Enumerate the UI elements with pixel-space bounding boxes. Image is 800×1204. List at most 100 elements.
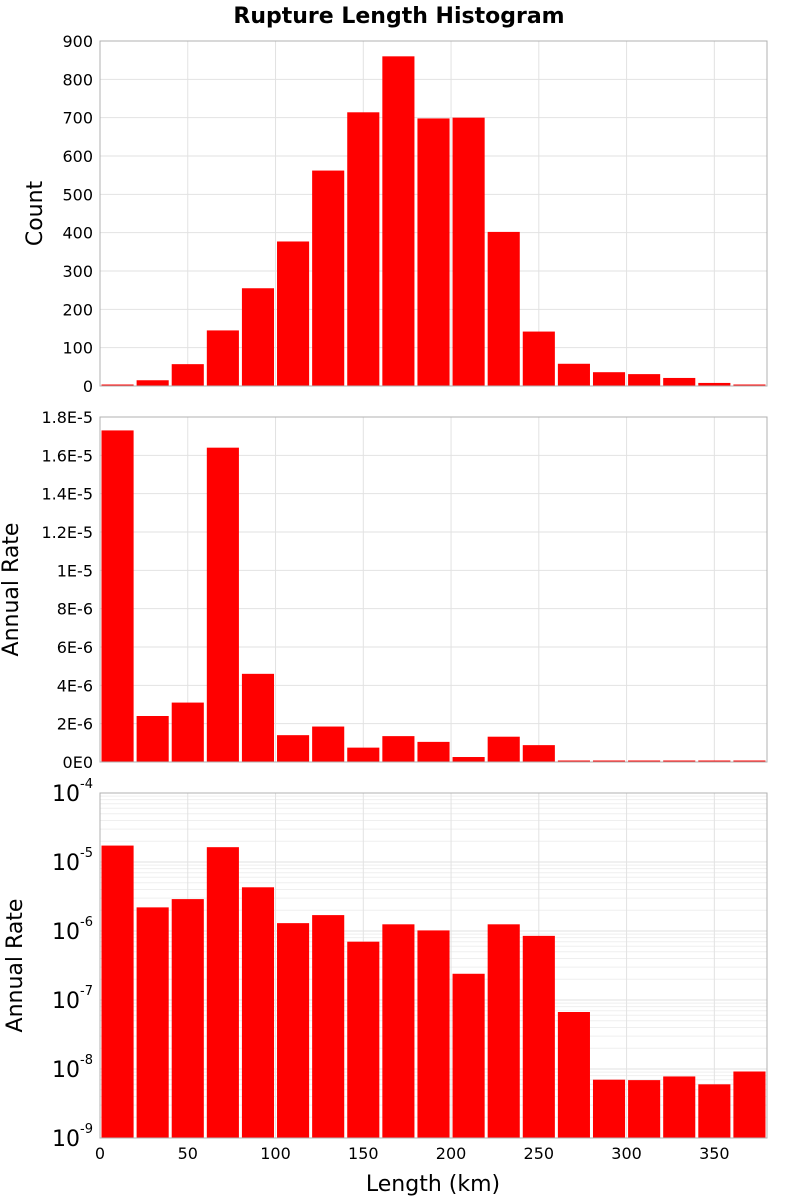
bar bbox=[347, 112, 380, 387]
bar bbox=[171, 364, 204, 386]
y-tick-label: 800 bbox=[62, 70, 93, 89]
y-tick-label: 700 bbox=[62, 109, 93, 128]
chart-title: Rupture Length Histogram bbox=[233, 4, 564, 29]
y-tick-label: 0 bbox=[83, 377, 93, 396]
bar bbox=[592, 760, 626, 762]
bar bbox=[487, 736, 520, 762]
y-tick-base: 10 bbox=[52, 989, 80, 1014]
bar bbox=[663, 1076, 696, 1138]
y-axis-label: Annual Rate bbox=[0, 523, 24, 657]
bar bbox=[241, 673, 275, 762]
y-tick-label: 1.8E-5 bbox=[41, 408, 93, 427]
bar bbox=[136, 907, 169, 1138]
bar bbox=[698, 382, 731, 386]
bar bbox=[592, 1079, 626, 1138]
x-tick-label: 200 bbox=[436, 1144, 467, 1163]
panel-2: 0E0 2E-6 4E-6 6E-6 8E-6 1E-5 1.2E-5 1.4E-5 1.6E-… bbox=[0, 408, 768, 772]
bar bbox=[557, 1012, 590, 1138]
y-tick-label: 8E-6 bbox=[57, 600, 93, 619]
bar bbox=[487, 231, 520, 386]
y-tick-label: 6E-6 bbox=[57, 638, 93, 657]
bar bbox=[487, 924, 520, 1138]
y-tick-label: 10-8 bbox=[52, 1053, 93, 1083]
bar bbox=[206, 330, 239, 386]
bar bbox=[522, 331, 555, 386]
y-tick-label: 1.2E-5 bbox=[41, 523, 93, 542]
x-tick-label: 350 bbox=[699, 1144, 730, 1163]
y-tick-label: 1E-5 bbox=[57, 561, 93, 580]
y-tick-label: 300 bbox=[62, 262, 93, 281]
bar bbox=[101, 845, 134, 1138]
y-tick-label: 600 bbox=[62, 147, 93, 166]
bar bbox=[628, 1080, 661, 1138]
y-tick-label: 10-5 bbox=[52, 846, 93, 876]
x-tick-label: 250 bbox=[524, 1144, 555, 1163]
bar bbox=[417, 118, 450, 386]
bar bbox=[347, 941, 380, 1138]
bar bbox=[312, 915, 345, 1138]
y-tick-label: 10-4 bbox=[52, 777, 93, 807]
x-tick-label: 0 bbox=[95, 1144, 105, 1163]
bar bbox=[277, 241, 310, 386]
y-tick-label: 10-6 bbox=[52, 915, 93, 945]
bar bbox=[452, 117, 485, 387]
y-tick-label: 400 bbox=[62, 224, 93, 243]
y-tick-label: 10-7 bbox=[52, 984, 93, 1014]
y-tick-label: 10-9 bbox=[52, 1122, 93, 1152]
y-tick-label: 1.4E-5 bbox=[41, 485, 93, 504]
bar bbox=[698, 760, 731, 762]
bar bbox=[382, 736, 415, 762]
x-tick-label: 100 bbox=[260, 1144, 291, 1163]
bar bbox=[241, 887, 275, 1138]
y-axis-label: Annual Rate bbox=[3, 899, 28, 1033]
bar bbox=[136, 716, 169, 762]
panel-1: 0 100 200 300 400 500 600 700 800 900 Count bbox=[23, 32, 768, 396]
bar bbox=[522, 935, 555, 1138]
bar bbox=[452, 973, 485, 1138]
y-tick-base: 10 bbox=[52, 782, 80, 807]
bar bbox=[277, 735, 310, 762]
bar bbox=[663, 760, 696, 762]
y-tick-exponent: -7 bbox=[80, 984, 93, 999]
bar bbox=[312, 170, 345, 386]
y-tick-base: 10 bbox=[52, 920, 80, 945]
bar bbox=[698, 1084, 731, 1138]
bar bbox=[592, 372, 626, 386]
y-tick-base: 10 bbox=[52, 1127, 80, 1152]
bar bbox=[522, 745, 555, 762]
x-tick-label: 150 bbox=[348, 1144, 379, 1163]
bar bbox=[206, 847, 239, 1138]
y-tick-label: 100 bbox=[62, 339, 93, 358]
bar bbox=[663, 377, 696, 386]
x-axis-label: Length (km) bbox=[366, 1172, 500, 1197]
bar bbox=[557, 760, 590, 762]
y-tick-exponent: -4 bbox=[80, 777, 93, 792]
bar bbox=[628, 760, 661, 762]
bar bbox=[733, 1071, 766, 1138]
y-tick-base: 10 bbox=[52, 1058, 80, 1083]
y-axis-label: Count bbox=[23, 180, 48, 246]
plot-frame bbox=[99, 792, 768, 1139]
y-tick-label: 0E0 bbox=[63, 753, 93, 772]
bar bbox=[312, 726, 345, 762]
plot-frame bbox=[99, 40, 768, 387]
y-tick-exponent: -5 bbox=[80, 846, 93, 861]
bar bbox=[557, 363, 590, 386]
bar bbox=[277, 923, 310, 1138]
x-tick-label: 300 bbox=[611, 1144, 642, 1163]
bar bbox=[101, 430, 134, 762]
bar bbox=[101, 384, 134, 386]
x-tick-label: 50 bbox=[178, 1144, 198, 1163]
bar bbox=[382, 924, 415, 1138]
bar bbox=[171, 899, 204, 1138]
bar bbox=[347, 747, 380, 762]
y-tick-label: 900 bbox=[62, 32, 93, 51]
bar bbox=[171, 702, 204, 762]
bar bbox=[417, 741, 450, 762]
y-tick-base: 10 bbox=[52, 851, 80, 876]
bar bbox=[417, 930, 450, 1138]
y-tick-exponent: -9 bbox=[80, 1122, 93, 1137]
